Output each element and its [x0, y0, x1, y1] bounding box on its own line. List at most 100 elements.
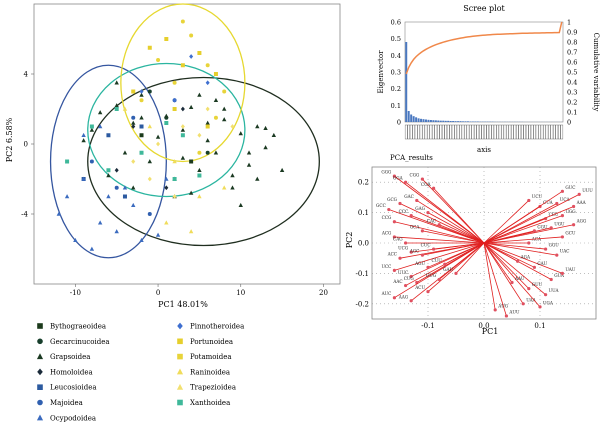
loading-y-tick-label: 0.0 — [358, 240, 369, 248]
loading-arrow — [439, 224, 485, 244]
legend-label: Gecarcinucoidea — [50, 338, 110, 346]
scatter-x-axis-label: PC1 48.01% — [158, 300, 208, 309]
scree-x-tick-mark — [528, 124, 531, 140]
loading-point — [392, 268, 396, 272]
scree-bar — [420, 118, 423, 122]
loading-arrow — [483, 242, 541, 308]
point-ocypodoidea — [97, 220, 103, 225]
loading-y-tick-label: 0.2 — [358, 179, 369, 187]
scree-x-tick-mark — [412, 124, 415, 140]
loading-arrow — [483, 242, 518, 262]
legend-label: Majoidea — [50, 399, 83, 407]
point-trapezioidea — [156, 141, 161, 147]
scree-x-tick-mark — [474, 124, 477, 140]
point-trapezioidea — [131, 159, 136, 164]
point-grapsoidea — [97, 110, 103, 115]
loading-label: AAU — [514, 276, 525, 281]
legend-label: Pinnotheroidea — [190, 323, 244, 331]
loading-arrow — [399, 203, 485, 244]
point-bythograeoidea — [139, 133, 144, 138]
scree-x-tick-mark — [441, 124, 445, 140]
loading-label: UUC — [398, 270, 408, 275]
scree-x-tick-mark — [508, 124, 512, 140]
confidence-ellipse-3 — [120, 3, 246, 163]
scree-y2-tick-label: 0.7 — [567, 49, 577, 57]
scree-y-tick-label: 0 — [397, 119, 401, 127]
scree-x-tick-mark — [466, 124, 470, 140]
point-potamoidea — [180, 19, 185, 24]
scree-x-tick-mark — [511, 124, 514, 140]
loading-label: CAC — [427, 218, 436, 223]
loading-point — [437, 277, 441, 282]
point-ocypodoidea — [122, 185, 128, 190]
confidence-ellipse-2 — [87, 62, 246, 198]
scree-x-tick-mark — [483, 124, 487, 140]
loading-arrow — [483, 242, 513, 283]
point-portunoidea — [147, 45, 152, 50]
loading-label: AAG — [398, 294, 409, 299]
loading-point — [404, 241, 408, 245]
loading-arrow — [483, 194, 580, 244]
scree-x-tick-mark — [404, 124, 408, 140]
point-homoloidea — [180, 106, 185, 112]
loading-point — [555, 253, 559, 257]
scree-bar — [405, 42, 408, 122]
scree-bar — [464, 121, 467, 122]
scree-y2-tick-label: 0 — [567, 119, 571, 127]
loading-point — [504, 314, 508, 318]
loading-label: AGC — [409, 249, 420, 254]
scree-x-tick-mark — [427, 124, 430, 140]
point-trapezioidea — [230, 124, 235, 129]
point-potamoidea — [156, 58, 161, 62]
loading-label: CAU — [537, 261, 547, 266]
loading-point — [409, 250, 413, 254]
loading-point — [544, 293, 548, 297]
loading-x-tick-label: 0.0 — [478, 322, 489, 330]
point-gecarcinucoidea — [147, 89, 152, 94]
scree-x-tick-mark — [486, 124, 490, 140]
loading-point — [493, 308, 497, 312]
scree-x-tick-mark — [538, 124, 541, 140]
point-ranoinoidea — [172, 159, 177, 164]
scree-x-tick-mark — [409, 124, 413, 140]
loading-label: UGU — [554, 221, 565, 226]
loading-arrow — [433, 188, 485, 244]
loading-label: GCC — [376, 203, 386, 208]
scree-y2-tick-label: 0.3 — [567, 89, 577, 97]
scree-x-tick-mark — [459, 124, 462, 140]
point-ocypodoidea — [106, 194, 111, 199]
point-ocypodoidea — [81, 132, 86, 138]
scree-y-axis-label: Eigenvector — [377, 50, 385, 94]
point-portunoidea — [180, 63, 185, 68]
point-gecarcinucoidea — [205, 150, 210, 155]
loading-y-axis-label: PC2 — [345, 232, 354, 249]
scree-x-tick-mark — [496, 124, 499, 140]
scree-bar — [429, 120, 432, 122]
loading-label: CAG — [393, 237, 403, 242]
scree-x-tick-mark — [424, 124, 428, 140]
point-grapsoidea — [205, 120, 210, 125]
legend-marker-pinnotheroidea — [177, 322, 183, 330]
point-leucosioidea — [122, 194, 127, 199]
loading-point — [415, 198, 419, 203]
loading-point — [392, 296, 396, 300]
loading-point — [432, 247, 436, 251]
scree-plot-panel: Scree plot 0 0.1 0.2 0.3 0.4 0.5 0.6 0 0.1 0.2 0.3… — [377, 4, 600, 154]
scree-x-tick-mark — [488, 124, 492, 140]
loading-label: GCU — [565, 230, 576, 235]
species-legend: Bythograeoidea Gecarcinucoidea Grapsoidea H… — [36, 322, 244, 422]
loading-label: AGA — [520, 255, 531, 260]
scree-x-tick-mark — [434, 124, 438, 140]
legend-label: Grapsoidea — [50, 353, 90, 361]
scree-x-tick-mark — [548, 124, 551, 140]
legend-marker-ocypodoidea — [36, 414, 44, 421]
point-portunoidea — [164, 37, 169, 41]
legend-marker-homoloidea — [37, 368, 43, 376]
point-potamoidea — [172, 80, 177, 85]
scree-y-tick-label: 0.2 — [391, 85, 401, 93]
point-grapsoidea — [188, 190, 194, 195]
loading-arrow — [483, 190, 563, 244]
point-grapsoidea — [164, 113, 169, 118]
loading-label: AAC — [392, 279, 402, 284]
